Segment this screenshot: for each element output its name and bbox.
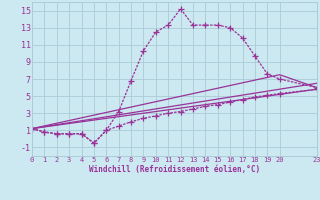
X-axis label: Windchill (Refroidissement éolien,°C): Windchill (Refroidissement éolien,°C)	[89, 165, 260, 174]
